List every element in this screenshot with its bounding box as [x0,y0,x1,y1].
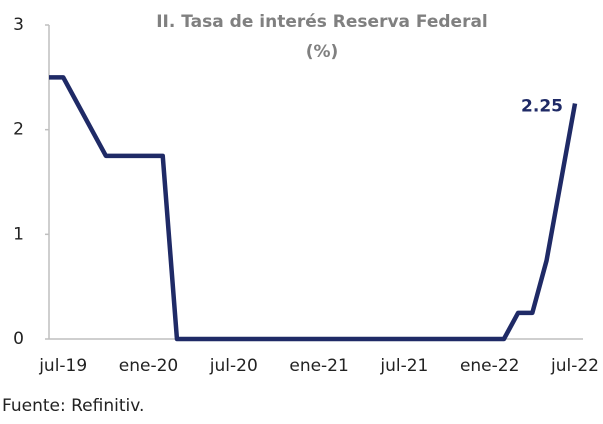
y-tick-label: 2 [13,120,24,140]
chart-title: II. Tasa de interés Reserva Federal [156,12,488,32]
x-tick-label: jul-21 [379,356,428,376]
value-label: 2.25 [521,97,563,117]
x-tick-label: ene-21 [289,356,348,376]
y-tick-label: 1 [13,224,24,244]
x-tick-label: jul-20 [209,356,258,376]
x-tick-label: ene-20 [119,356,178,376]
x-tick-label: jul-19 [38,356,87,376]
y-tick-label: 0 [13,329,24,349]
line [49,75,578,342]
source: Fuente: Refinitiv. [2,396,144,416]
y-tick-label: 3 [13,15,24,35]
x-tick-label: jul-22 [550,356,599,376]
x-tick-label: ene-22 [460,356,519,376]
chart-subtitle: (%) [306,42,339,62]
